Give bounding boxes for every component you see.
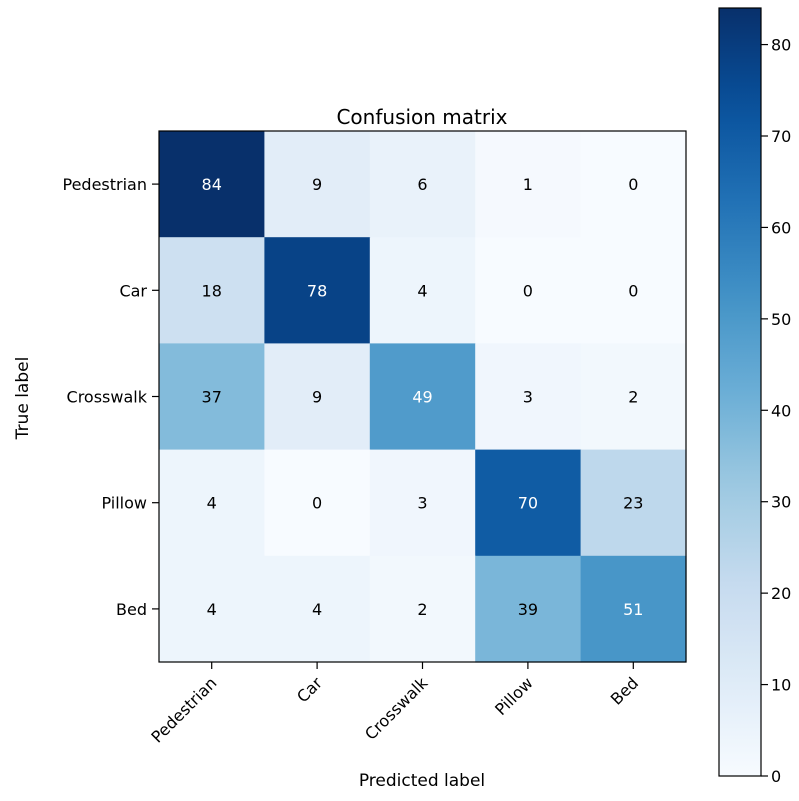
colorbar-tick-label-30: 30	[771, 493, 791, 512]
cell-value-r3-c4: 23	[623, 494, 643, 513]
heatmap-cell-r1-c3	[475, 237, 582, 344]
heatmap-cell-r2-c0	[159, 343, 265, 451]
chart-title: Confusion matrix	[336, 105, 507, 129]
heatmap-cell-r3-c0	[159, 449, 265, 557]
colorbar-tick-label-50: 50	[771, 310, 791, 329]
cell-value-r4-c1: 4	[312, 600, 322, 619]
cell-value-r1-c3: 0	[523, 281, 533, 300]
heatmap-cell-r2-c4	[580, 343, 687, 451]
heatmap-cell-r4-c1	[264, 555, 371, 663]
cell-value-r0-c4: 0	[628, 175, 638, 194]
x-tick-label-bed: Bed	[607, 673, 642, 708]
heatmap-cell-r0-c1	[264, 131, 371, 238]
heatmap-cell-r4-c2	[369, 555, 476, 663]
y-tick-label-car: Car	[119, 281, 147, 300]
cell-value-r4-c3: 39	[518, 600, 538, 619]
cell-value-r2-c3: 3	[523, 388, 533, 407]
heatmap-cell-r3-c2	[369, 449, 476, 557]
colorbar-tick-label-10: 10	[771, 676, 791, 695]
heatmap-cell-r2-c2	[369, 343, 476, 451]
heatmap-cell-r2-c1	[264, 343, 371, 451]
cell-value-r4-c4: 51	[623, 600, 643, 619]
colorbar	[718, 7, 762, 777]
cell-value-r0-c0: 84	[202, 175, 222, 194]
cell-value-r0-c3: 1	[523, 175, 533, 194]
heatmap-cell-r0-c4	[580, 131, 687, 238]
heatmap-cell-labels: 84 9 6 1 0 18 78 4 0 0 37 9 49 3 2 4 0 3 70 23 4 4 2 39 51	[202, 175, 644, 619]
heatmap-cell-r4-c3	[475, 555, 582, 663]
heatmap-cell-r1-c4	[580, 237, 687, 344]
cell-value-r3-c2: 3	[417, 494, 427, 513]
y-tick-label-bed: Bed	[116, 600, 147, 619]
heatmap-cell-r4-c4	[580, 555, 687, 663]
heatmap-cell-r0-c3	[475, 131, 582, 238]
x-axis-label: Predicted label	[359, 771, 485, 791]
cell-value-r4-c0: 4	[207, 600, 217, 619]
colorbar-tick-label-60: 60	[771, 218, 791, 237]
cell-value-r2-c2: 49	[412, 388, 432, 407]
heatmap-cell-r1-c1	[264, 237, 371, 344]
cell-value-r2-c4: 2	[628, 388, 638, 407]
colorbar-tick-label-70: 70	[771, 127, 791, 146]
heatmap-cells	[159, 131, 687, 663]
colorbar-tick-label-80: 80	[771, 36, 791, 55]
x-tick-label-pillow: Pillow	[491, 673, 537, 719]
colorbar-tick-label-40: 40	[771, 401, 791, 420]
cell-value-r3-c1: 0	[312, 494, 322, 513]
heatmap-cell-r1-c0	[159, 237, 265, 344]
cell-value-r3-c3: 70	[518, 494, 538, 513]
cell-value-r1-c1: 78	[307, 281, 327, 300]
x-tick-label-crosswalk: Crosswalk	[361, 673, 432, 744]
heatmap-cell-r1-c2	[369, 237, 476, 344]
cell-value-r3-c0: 4	[207, 494, 217, 513]
y-tick-label-crosswalk: Crosswalk	[67, 388, 148, 407]
cell-value-r0-c2: 6	[417, 175, 427, 194]
heatmap-cell-r3-c4	[580, 449, 687, 557]
cell-value-r0-c1: 9	[312, 175, 322, 194]
x-axis: Pedestrian Car Crosswalk Pillow Bed	[147, 662, 642, 747]
x-tick-label-pedestrian: Pedestrian	[147, 673, 220, 746]
heatmap-cell-r4-c0	[159, 555, 265, 663]
y-tick-label-pedestrian: Pedestrian	[63, 175, 148, 194]
cell-value-r2-c0: 37	[202, 388, 222, 407]
heatmap-cell-r0-c2	[369, 131, 476, 238]
y-axis: Pedestrian Car Crosswalk Pillow Bed	[63, 175, 159, 619]
heatmap-cell-r3-c3	[475, 449, 582, 557]
heatmap-cell-r3-c1	[264, 449, 371, 557]
colorbar-tick-label-0: 0	[771, 767, 781, 786]
colorbar-tick-label-20: 20	[771, 584, 791, 603]
cell-value-r1-c2: 4	[417, 281, 427, 300]
y-axis-label: True label	[13, 357, 33, 441]
x-tick-label-car: Car	[293, 673, 326, 706]
cell-value-r1-c0: 18	[202, 281, 222, 300]
heatmap-cell-r0-c0	[159, 131, 265, 238]
y-tick-label-pillow: Pillow	[101, 494, 147, 513]
cell-value-r4-c2: 2	[417, 600, 427, 619]
cell-value-r1-c4: 0	[628, 281, 638, 300]
cell-value-r2-c1: 9	[312, 388, 322, 407]
colorbar-ticks: 0 10 20 30 40 50 60 70 80	[761, 36, 791, 786]
heatmap-cell-r2-c3	[475, 343, 582, 451]
